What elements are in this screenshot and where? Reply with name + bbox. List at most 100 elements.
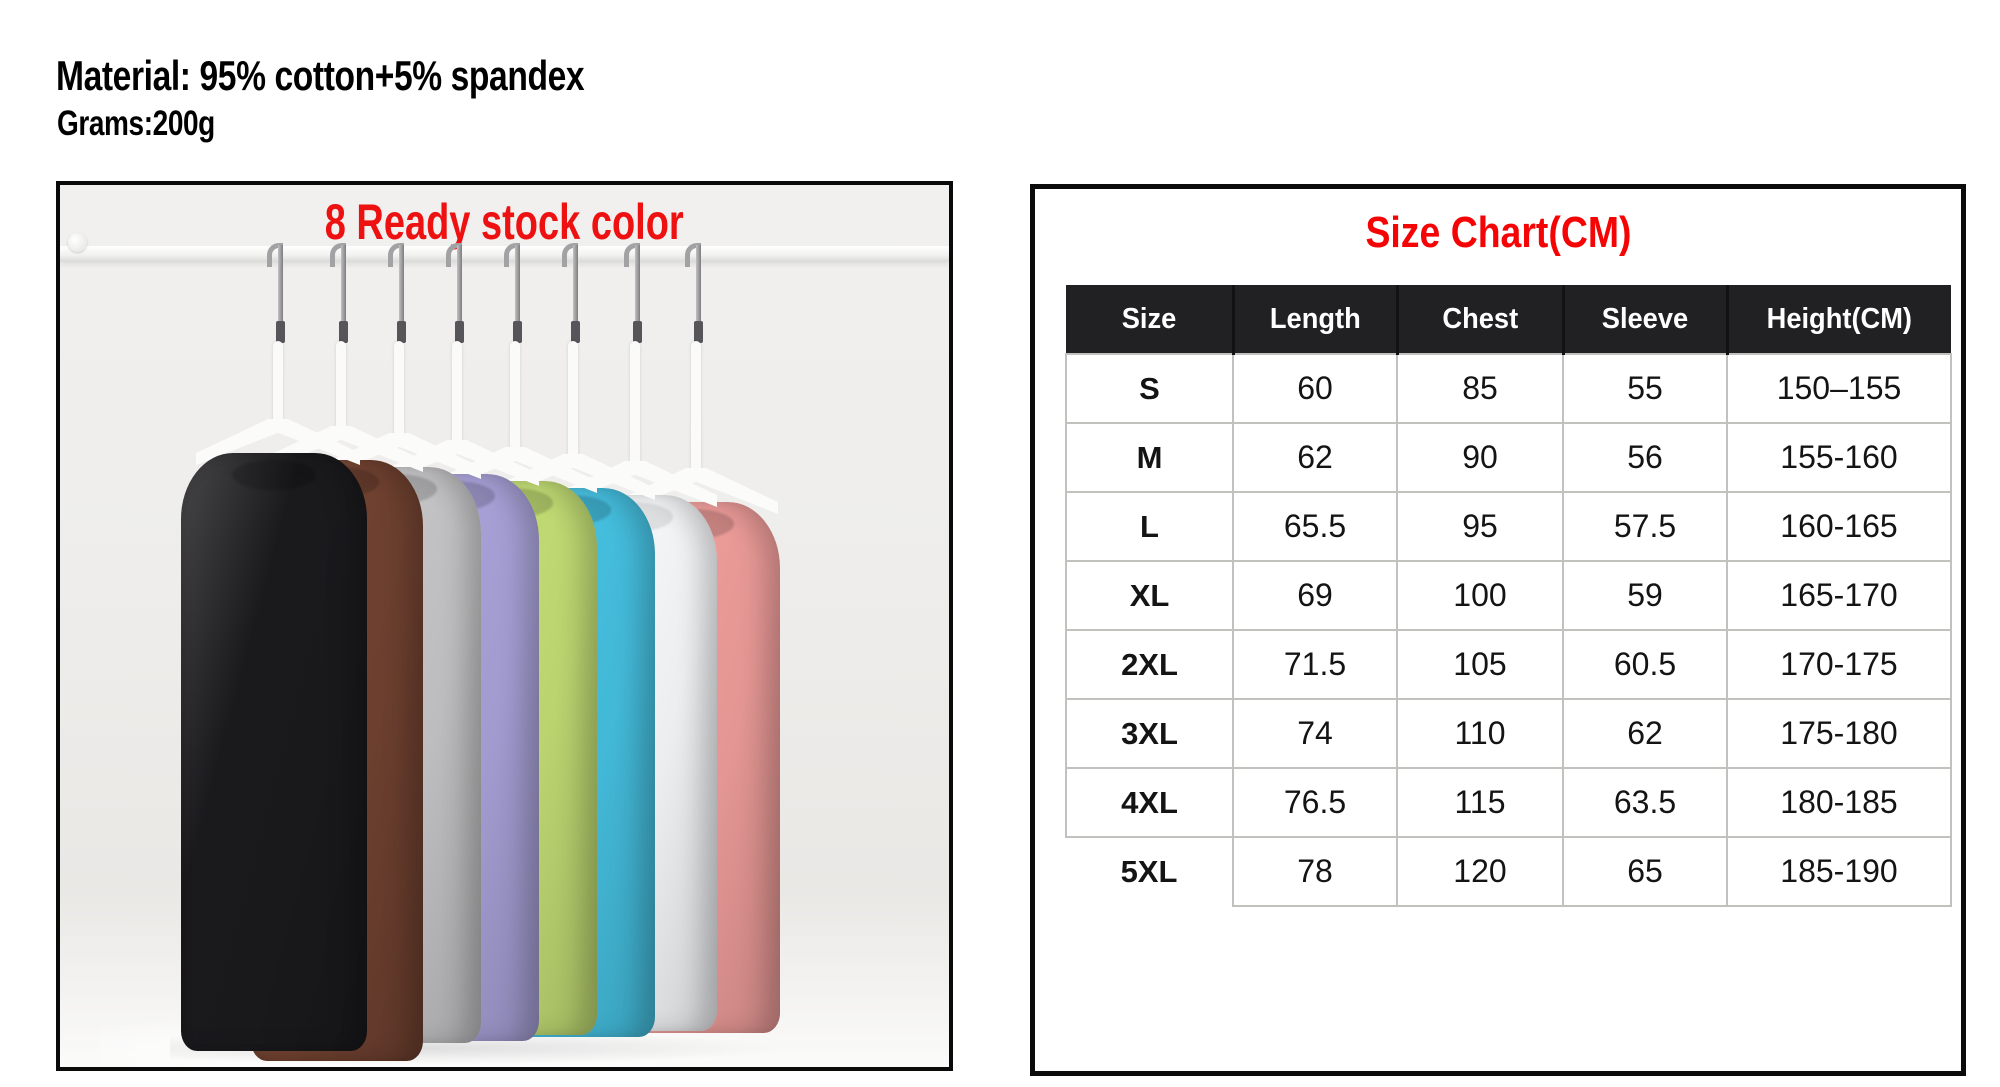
shirt-black xyxy=(181,453,367,1051)
hanger-hook-icon xyxy=(265,243,291,349)
photo-title: 8 Ready stock color xyxy=(60,195,949,249)
table-row-4xl: 4XL 76.5 115 63.5 180-185 xyxy=(1065,767,1952,838)
hook-curve xyxy=(624,243,640,267)
hook-stem xyxy=(515,245,520,329)
table-cell: 95 xyxy=(1396,491,1564,562)
table-cell: 63.5 xyxy=(1562,767,1728,838)
table-cell: 85 xyxy=(1396,353,1564,424)
table-cell: 65 xyxy=(1562,836,1728,907)
photo-title-text: 8 Ready stock color xyxy=(324,194,685,250)
table-cell: 120 xyxy=(1396,836,1564,907)
size-table: Size Length Chest Sleeve Height(CM) S 60 85 55 1… xyxy=(1065,285,1952,907)
table-cell: 62 xyxy=(1562,698,1728,769)
hook-curve xyxy=(330,243,346,267)
hook-curve xyxy=(685,243,701,267)
hook-stem xyxy=(457,245,462,329)
table-cell: 160-165 xyxy=(1726,491,1952,562)
column-header-length: Length xyxy=(1231,285,1397,354)
hook-clip xyxy=(694,321,703,343)
table-cell: 165-170 xyxy=(1726,560,1952,631)
table-cell: 76.5 xyxy=(1232,767,1398,838)
product-photo: 8 Ready stock color xyxy=(56,181,953,1071)
table-row-s: S 60 85 55 150–155 xyxy=(1065,353,1952,424)
table-cell: 185-190 xyxy=(1726,836,1952,907)
table-row-3xl: 3XL 74 110 62 175-180 xyxy=(1065,698,1952,769)
hanger-neck xyxy=(568,341,578,460)
hook-clip xyxy=(276,321,285,343)
table-row-xl: XL 69 100 59 165-170 xyxy=(1065,560,1952,631)
hanger-hook-icon xyxy=(683,243,709,349)
hook-curve xyxy=(446,243,462,267)
column-header-sleeve: Sleeve xyxy=(1561,285,1727,354)
table-cell: M xyxy=(1065,422,1234,493)
table-cell: 4XL xyxy=(1065,767,1234,838)
material-text: Material: 95% cotton+5% spandex xyxy=(56,52,585,99)
table-header-row: Size Length Chest Sleeve Height(CM) xyxy=(1066,285,1951,354)
table-cell: 175-180 xyxy=(1726,698,1952,769)
table-cell: 71.5 xyxy=(1232,629,1398,700)
table-cell: 56 xyxy=(1562,422,1728,493)
table-cell: 78 xyxy=(1232,836,1398,907)
table-cell: 5XL xyxy=(1066,836,1234,906)
table-row-5xl: 5XL 78 120 65 185-190 xyxy=(1066,836,1952,907)
table-cell: 55 xyxy=(1562,353,1728,424)
hanger-neck xyxy=(336,341,346,432)
column-header-heightcm: Height(CM) xyxy=(1725,285,1951,354)
hook-clip xyxy=(571,321,580,343)
hanger-hook-icon xyxy=(622,243,648,349)
table-cell: S xyxy=(1065,353,1234,424)
table-row-l: L 65.5 95 57.5 160-165 xyxy=(1065,491,1952,562)
hook-clip xyxy=(455,321,464,343)
table-cell: 180-185 xyxy=(1726,767,1952,838)
table-cell: 74 xyxy=(1232,698,1398,769)
table-row-m: M 62 90 56 155-160 xyxy=(1065,422,1952,493)
size-chart-title: Size Chart(CM) xyxy=(1035,209,1961,257)
table-cell: 57.5 xyxy=(1562,491,1728,562)
hook-clip xyxy=(633,321,642,343)
hanger-neck xyxy=(691,341,701,474)
size-chart-title-text: Size Chart(CM) xyxy=(1365,208,1631,257)
table-cell: 60 xyxy=(1232,353,1398,424)
table-cell: 110 xyxy=(1396,698,1564,769)
hook-clip xyxy=(397,321,406,343)
table-row-2xl: 2XL 71.5 105 60.5 170-175 xyxy=(1065,629,1952,700)
hanger-neck xyxy=(630,341,640,467)
hanger-hook-icon xyxy=(502,243,528,349)
hanger-neck xyxy=(510,341,520,453)
table-cell: 65.5 xyxy=(1232,491,1398,562)
table-cell: 90 xyxy=(1396,422,1564,493)
shirt-neckline xyxy=(232,460,316,490)
table-cell: 60.5 xyxy=(1562,629,1728,700)
column-header-size: Size xyxy=(1066,285,1233,354)
table-cell: 3XL xyxy=(1065,698,1234,769)
size-chart-panel: Size Chart(CM) Size Length Chest Sleeve Heig… xyxy=(1030,184,1966,1076)
table-cell: 100 xyxy=(1396,560,1564,631)
table-cell: 69 xyxy=(1232,560,1398,631)
hook-curve xyxy=(504,243,520,267)
table-cell: L xyxy=(1065,491,1234,562)
table-cell: 150–155 xyxy=(1726,353,1952,424)
table-cell: 170-175 xyxy=(1726,629,1952,700)
table-cell: 105 xyxy=(1396,629,1564,700)
column-header-chest: Chest xyxy=(1395,285,1563,354)
table-cell: 115 xyxy=(1396,767,1564,838)
hook-curve xyxy=(562,243,578,267)
hook-clip xyxy=(339,321,348,343)
grams-text: Grams:200g xyxy=(57,104,215,143)
hanger-neck xyxy=(273,341,283,425)
hook-stem xyxy=(399,245,404,329)
hanger-neck xyxy=(452,341,462,446)
hook-stem xyxy=(278,245,283,329)
hook-stem xyxy=(341,245,346,329)
hook-curve xyxy=(267,243,283,267)
hanger-neck xyxy=(394,341,404,439)
size-table-body: S 60 85 55 150–155 M 62 90 56 155-160 L 65.5 95 57.5 1… xyxy=(1065,353,1952,907)
hook-stem xyxy=(573,245,578,329)
hanger-hook-icon xyxy=(386,243,412,349)
rail-knob xyxy=(68,233,87,252)
hook-curve xyxy=(388,243,404,267)
table-cell: 2XL xyxy=(1065,629,1234,700)
table-cell: 62 xyxy=(1232,422,1398,493)
hanger-hook-icon xyxy=(328,243,354,349)
